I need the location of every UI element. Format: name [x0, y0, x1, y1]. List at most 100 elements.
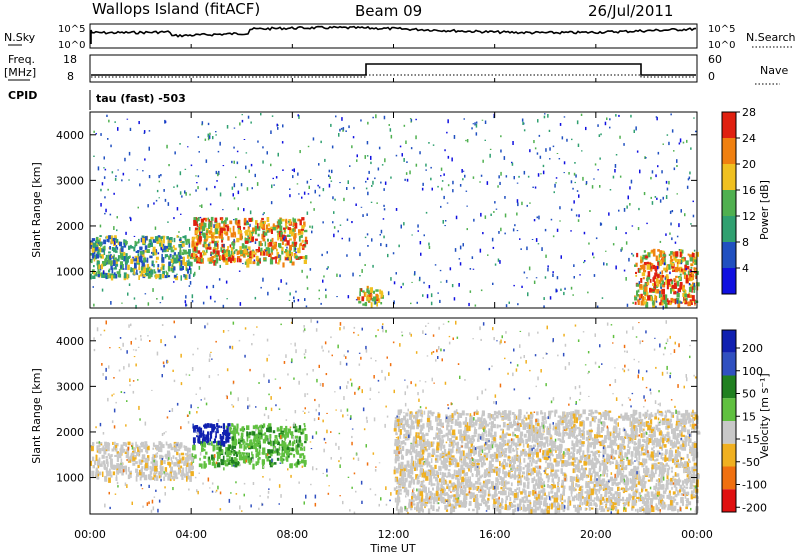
data-pixel: [669, 254, 671, 256]
data-pixel: [677, 447, 679, 450]
data-pixel: [461, 461, 463, 464]
data-pixel: [628, 196, 630, 200]
data-pixel: [630, 115, 632, 118]
data-pixel: [252, 227, 255, 231]
data-pixel: [294, 168, 296, 172]
data-pixel: [205, 463, 207, 467]
data-pixel: [560, 289, 562, 291]
data-pixel: [153, 202, 155, 204]
data-pixel: [252, 187, 254, 189]
data-pixel: [650, 177, 652, 180]
data-pixel: [573, 264, 575, 267]
data-pixel: [331, 181, 333, 182]
data-pixel: [504, 196, 506, 199]
data-pixel: [100, 245, 102, 247]
data-pixel: [220, 256, 222, 260]
data-pixel: [300, 256, 303, 259]
data-pixel: [134, 245, 136, 248]
data-pixel: [648, 252, 651, 257]
data-pixel: [157, 190, 159, 192]
data-pixel: [620, 477, 622, 481]
data-pixel: [540, 156, 542, 159]
data-pixel: [209, 231, 212, 234]
data-pixel: [93, 465, 96, 468]
data-pixel: [654, 416, 657, 419]
data-pixel: [120, 265, 122, 269]
data-pixel: [168, 202, 170, 206]
data-pixel: [671, 237, 673, 240]
colorbar-tick-label: 12: [742, 210, 756, 223]
data-pixel: [512, 432, 515, 437]
data-pixel: [106, 443, 108, 447]
data-pixel: [574, 162, 576, 164]
data-pixel: [251, 164, 253, 166]
data-pixel: [176, 452, 178, 455]
data-pixel: [551, 219, 553, 221]
data-pixel: [188, 242, 190, 244]
data-pixel: [684, 272, 686, 275]
data-pixel: [229, 434, 231, 436]
data-pixel: [235, 442, 237, 446]
data-pixel: [532, 509, 534, 513]
data-pixel: [564, 172, 566, 173]
data-pixel: [100, 256, 102, 258]
data-pixel: [201, 204, 203, 208]
data-pixel: [305, 242, 307, 244]
data-pixel: [574, 276, 576, 279]
data-pixel: [236, 424, 238, 429]
data-pixel: [185, 169, 187, 170]
data-pixel: [443, 196, 445, 199]
data-pixel: [309, 226, 311, 228]
data-pixel: [416, 444, 418, 448]
data-pixel: [553, 146, 555, 148]
data-pixel: [690, 257, 693, 261]
data-pixel: [495, 264, 497, 266]
data-pixel: [430, 491, 432, 494]
data-pixel: [464, 175, 466, 178]
data-pixel: [356, 159, 358, 162]
data-pixel: [130, 128, 132, 131]
data-pixel: [635, 275, 637, 277]
data-pixel: [272, 257, 275, 259]
data-pixel: [305, 435, 308, 440]
data-pixel: [629, 203, 631, 206]
data-pixel: [399, 435, 401, 439]
data-pixel: [501, 480, 504, 486]
data-pixel: [608, 212, 610, 215]
data-pixel: [669, 302, 671, 305]
data-pixel: [108, 478, 111, 483]
data-pixel: [252, 261, 255, 264]
data-pixel: [689, 254, 692, 257]
y-tick-label: 1000: [56, 266, 84, 279]
data-pixel: [272, 115, 274, 117]
data-pixel: [240, 233, 243, 236]
data-pixel: [194, 454, 196, 458]
data-pixel: [327, 251, 329, 253]
data-pixel: [128, 457, 130, 462]
data-pixel: [319, 195, 321, 197]
data-pixel: [215, 131, 217, 132]
data-pixel: [268, 223, 270, 226]
data-pixel: [372, 117, 374, 119]
data-pixel: [150, 243, 152, 244]
data-pixel: [456, 216, 458, 220]
data-pixel: [675, 242, 677, 244]
data-pixel: [410, 118, 412, 119]
data-pixel: [662, 280, 665, 284]
data-pixel: [223, 228, 226, 231]
data-pixel: [180, 466, 182, 469]
data-pixel: [179, 457, 181, 460]
data-pixel: [297, 443, 300, 447]
data-pixel: [252, 250, 254, 252]
data-pixel: [258, 247, 260, 252]
data-pixel: [597, 124, 599, 127]
data-pixel: [380, 243, 382, 246]
data-pixel: [658, 152, 660, 155]
colorbar-segment: [722, 268, 736, 294]
data-pixel: [396, 504, 398, 510]
data-pixel: [444, 473, 447, 477]
data-pixel: [155, 274, 157, 279]
data-pixel: [514, 508, 516, 512]
data-pixel: [145, 444, 148, 446]
